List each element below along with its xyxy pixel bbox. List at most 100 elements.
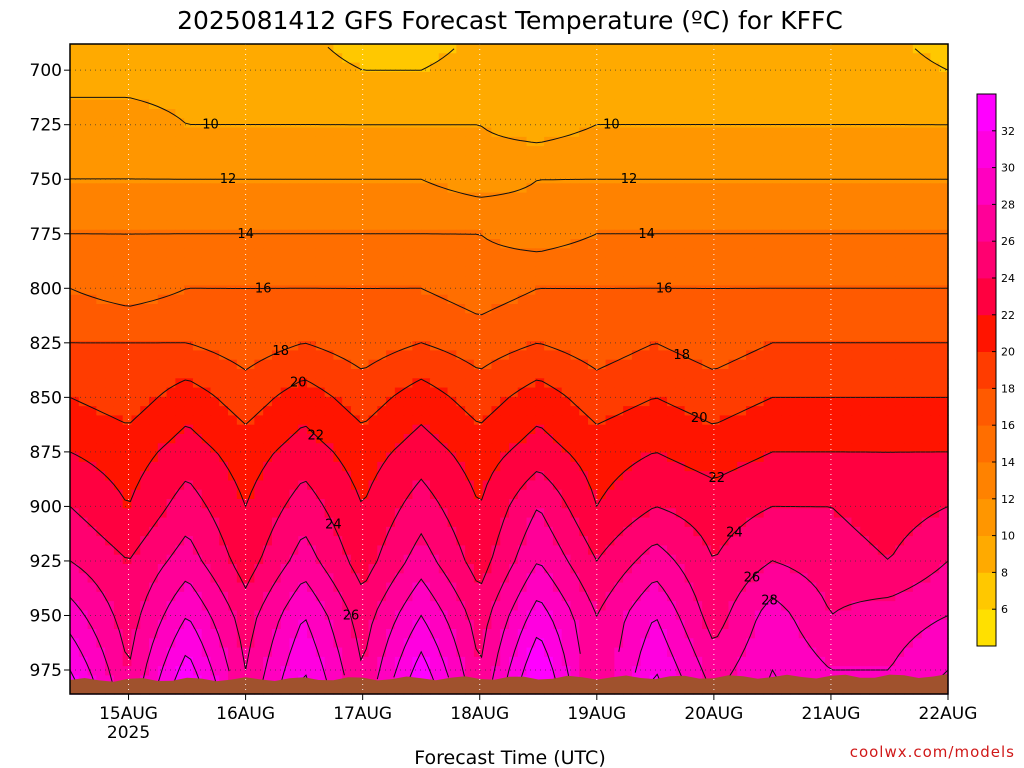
field-cell bbox=[228, 359, 238, 370]
field-cell bbox=[781, 136, 791, 147]
field-cell bbox=[544, 294, 554, 305]
field-cell bbox=[588, 387, 598, 398]
field-cell bbox=[140, 211, 150, 222]
field-cell bbox=[684, 201, 694, 212]
field-cell bbox=[491, 146, 501, 157]
field-cell bbox=[245, 183, 255, 194]
field-cell bbox=[307, 99, 317, 110]
field-cell bbox=[386, 406, 396, 417]
field-cell bbox=[245, 155, 255, 166]
field-cell bbox=[675, 109, 686, 119]
field-cell bbox=[438, 452, 449, 463]
field-cell bbox=[640, 489, 651, 500]
field-cell bbox=[184, 396, 194, 407]
field-cell bbox=[131, 220, 141, 231]
field-cell bbox=[386, 155, 396, 166]
field-cell bbox=[535, 201, 545, 212]
field-cell bbox=[702, 285, 712, 296]
field-cell bbox=[368, 331, 378, 342]
field-cell bbox=[746, 499, 756, 509]
field-cell bbox=[710, 471, 721, 482]
field-cell bbox=[324, 248, 334, 259]
field-cell bbox=[860, 276, 870, 287]
field-cell bbox=[675, 406, 686, 417]
field-cell bbox=[825, 331, 835, 342]
field-cell bbox=[851, 313, 861, 324]
field-cell bbox=[939, 350, 949, 361]
field-cell bbox=[649, 81, 659, 92]
field-cell bbox=[895, 276, 905, 287]
field-cell bbox=[412, 136, 422, 147]
field-cell bbox=[70, 118, 80, 129]
field-cell bbox=[517, 164, 528, 175]
field-cell bbox=[254, 127, 264, 138]
field-cell bbox=[184, 127, 194, 138]
field-cell bbox=[921, 415, 932, 426]
field-cell bbox=[798, 118, 809, 129]
field-cell bbox=[517, 192, 528, 203]
field-cell bbox=[737, 304, 747, 314]
field-cell bbox=[930, 452, 940, 463]
field-cell bbox=[271, 313, 282, 324]
field-cell bbox=[588, 471, 598, 482]
field-cell bbox=[789, 266, 800, 277]
field-cell bbox=[675, 127, 686, 138]
field-cell bbox=[868, 424, 879, 435]
field-cell bbox=[386, 489, 396, 500]
field-cell bbox=[517, 359, 528, 370]
field-cell bbox=[930, 239, 940, 249]
field-cell bbox=[412, 499, 422, 509]
field-cell bbox=[350, 99, 361, 110]
field-cell bbox=[789, 146, 800, 157]
field-cell bbox=[157, 499, 168, 509]
field-cell bbox=[596, 53, 607, 64]
field-cell bbox=[87, 387, 97, 398]
field-cell bbox=[438, 174, 449, 184]
field-cell bbox=[596, 359, 607, 370]
field-cell bbox=[359, 350, 370, 361]
field-cell bbox=[333, 257, 343, 268]
field-cell bbox=[614, 62, 624, 73]
field-cell bbox=[96, 499, 106, 509]
field-cell bbox=[816, 136, 826, 147]
field-cell bbox=[429, 406, 440, 417]
field-cell bbox=[658, 285, 668, 296]
field-cell bbox=[500, 239, 510, 249]
field-cell bbox=[456, 183, 466, 194]
field-cell bbox=[219, 489, 229, 500]
field-cell bbox=[368, 118, 378, 129]
field-cell bbox=[245, 118, 255, 129]
field-cell bbox=[333, 248, 343, 259]
field-cell bbox=[684, 71, 694, 82]
field-cell bbox=[877, 387, 888, 398]
field-cell bbox=[561, 81, 572, 92]
field-cell bbox=[96, 313, 106, 324]
field-cell bbox=[131, 406, 141, 417]
field-cell bbox=[631, 201, 642, 212]
field-cell bbox=[421, 341, 431, 352]
field-cell bbox=[605, 434, 615, 444]
field-cell bbox=[842, 266, 853, 277]
field-cell bbox=[860, 350, 870, 361]
field-cell bbox=[886, 118, 896, 129]
field-cell bbox=[825, 285, 835, 296]
field-cell bbox=[631, 164, 642, 175]
field-cell bbox=[403, 118, 414, 129]
field-cell bbox=[87, 313, 97, 324]
field-cell bbox=[465, 341, 475, 352]
field-cell bbox=[403, 62, 414, 73]
field-cell bbox=[798, 396, 809, 407]
field-cell bbox=[544, 257, 554, 268]
field-cell bbox=[877, 294, 888, 305]
field-cell bbox=[377, 313, 387, 324]
field-cell bbox=[728, 415, 738, 426]
field-cell bbox=[210, 192, 220, 203]
field-cell bbox=[658, 276, 668, 287]
field-cell bbox=[623, 53, 633, 64]
field-cell bbox=[728, 471, 738, 482]
field-cell bbox=[157, 146, 168, 157]
field-cell bbox=[236, 304, 247, 314]
field-cell bbox=[421, 201, 431, 212]
field-cell bbox=[710, 164, 721, 175]
